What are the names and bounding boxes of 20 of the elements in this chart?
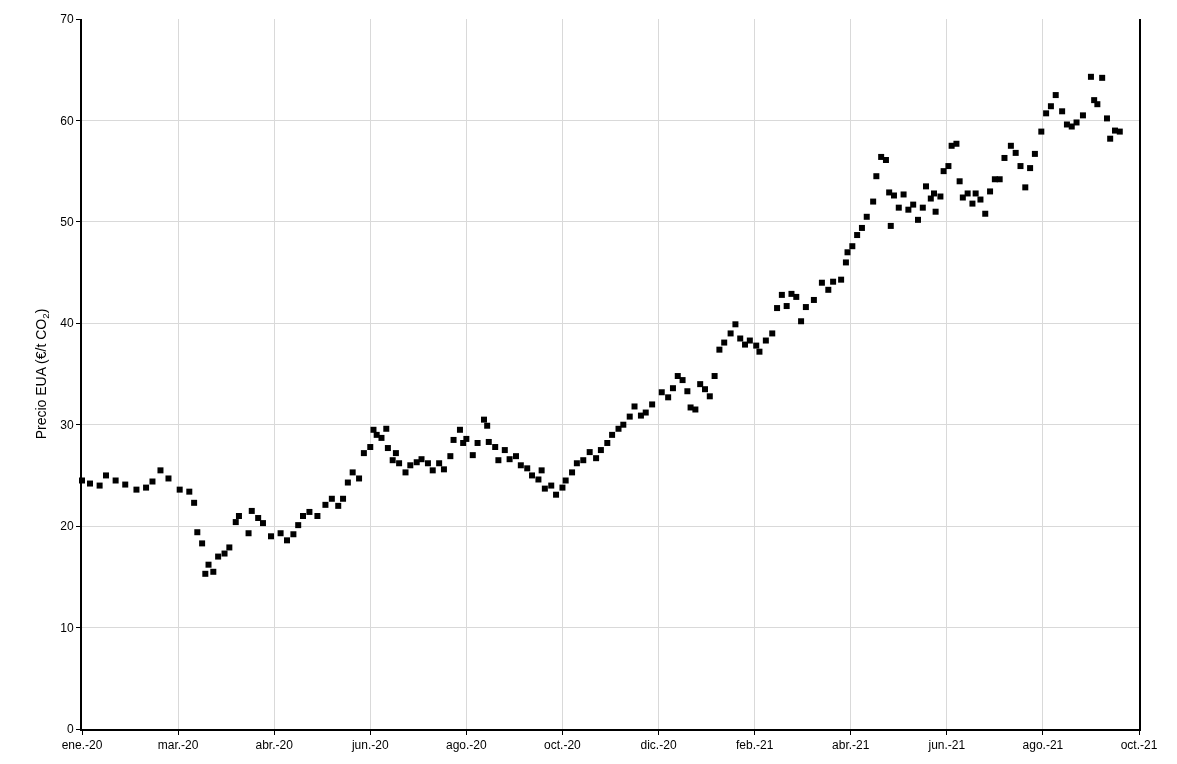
y-tick-label: 50 bbox=[60, 215, 74, 230]
x-tick-label: oct.-21 bbox=[1120, 738, 1158, 753]
y-tick-label: 10 bbox=[60, 620, 74, 635]
y-tick-label: 30 bbox=[60, 417, 74, 432]
y-tick-label: 60 bbox=[60, 113, 74, 128]
y-tick-label: 20 bbox=[60, 519, 74, 534]
x-tick-label: ago.-20 bbox=[446, 738, 488, 753]
x-tick-label: jun.-20 bbox=[350, 738, 389, 753]
x-tick-label: abr.-21 bbox=[832, 738, 870, 753]
x-tick-label: dic.-20 bbox=[640, 738, 677, 753]
y-tick-label: 0 bbox=[66, 722, 74, 737]
y-tick-label: 70 bbox=[60, 12, 74, 27]
y-tick-label: 40 bbox=[60, 316, 74, 331]
x-tick-label: feb.-21 bbox=[735, 738, 774, 753]
x-tick-label: jun.-21 bbox=[927, 738, 966, 753]
x-tick-label: abr.-20 bbox=[255, 738, 294, 753]
x-tick-label: ago.-21 bbox=[1022, 738, 1064, 753]
x-tick-label: oct.-20 bbox=[544, 738, 582, 753]
x-tick-label: mar.-20 bbox=[157, 738, 199, 753]
x-tick-label: ene.-20 bbox=[61, 738, 103, 753]
